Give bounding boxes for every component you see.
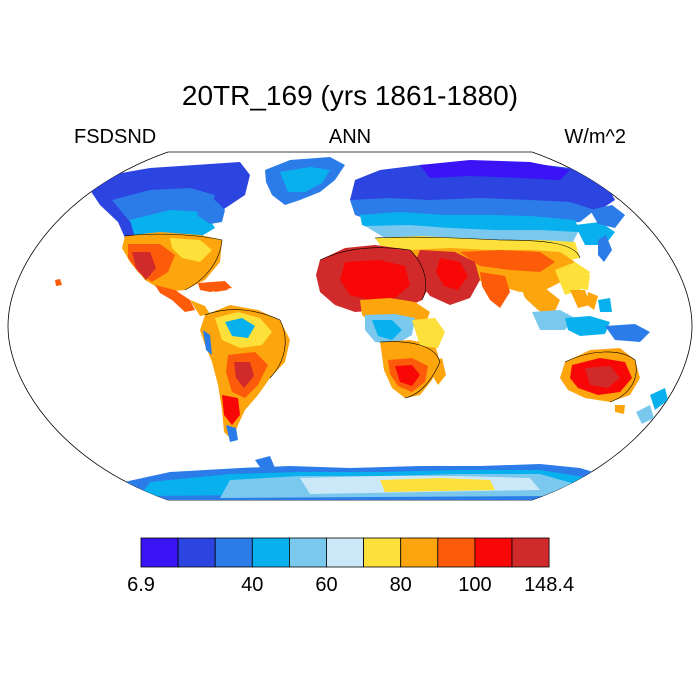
colorbar-box xyxy=(474,537,513,568)
colorbar-box xyxy=(251,537,290,568)
colorbar-tick-label: 100 xyxy=(458,574,492,596)
colorbar-box xyxy=(177,537,216,568)
colorbar-box xyxy=(214,537,253,568)
colorbar-box xyxy=(363,537,402,568)
antarctica-landmass xyxy=(90,456,660,500)
colorbar-tick-label: 80 xyxy=(389,574,412,596)
colorbar-tick-label: 6.9 xyxy=(127,574,155,596)
colorbar-box xyxy=(400,537,439,568)
south-america-landmass xyxy=(200,305,290,442)
southeast-asia-islands xyxy=(532,290,650,342)
variable-label: FSDSND xyxy=(74,126,157,148)
colorbar-tick-label: 40 xyxy=(241,574,264,596)
middle-east-landmass xyxy=(414,250,480,305)
colorbar-boxes xyxy=(140,537,550,568)
greenland-landmass xyxy=(265,157,345,205)
period-label: ANN xyxy=(328,126,372,148)
map-title: 20TR_169 (yrs 1861-1880) xyxy=(181,80,519,111)
colorbar-box xyxy=(326,537,364,568)
hawaii-islands xyxy=(55,279,62,286)
japan-islands xyxy=(598,235,612,262)
north-america-landmass xyxy=(90,162,250,316)
colorbar-box xyxy=(140,537,179,568)
colorbar-box xyxy=(437,537,476,568)
australia-landmass xyxy=(560,348,668,424)
colorbar-box xyxy=(511,537,550,568)
colorbar-tick-label: 60 xyxy=(315,574,338,596)
colorbar-box xyxy=(288,537,327,568)
coastlines xyxy=(124,233,637,403)
caribbean-islands xyxy=(212,284,228,292)
africa-landmass xyxy=(316,245,446,398)
colorbar-tick-label: 148.4 xyxy=(524,574,575,596)
units-label: W/m^2 xyxy=(564,126,626,148)
